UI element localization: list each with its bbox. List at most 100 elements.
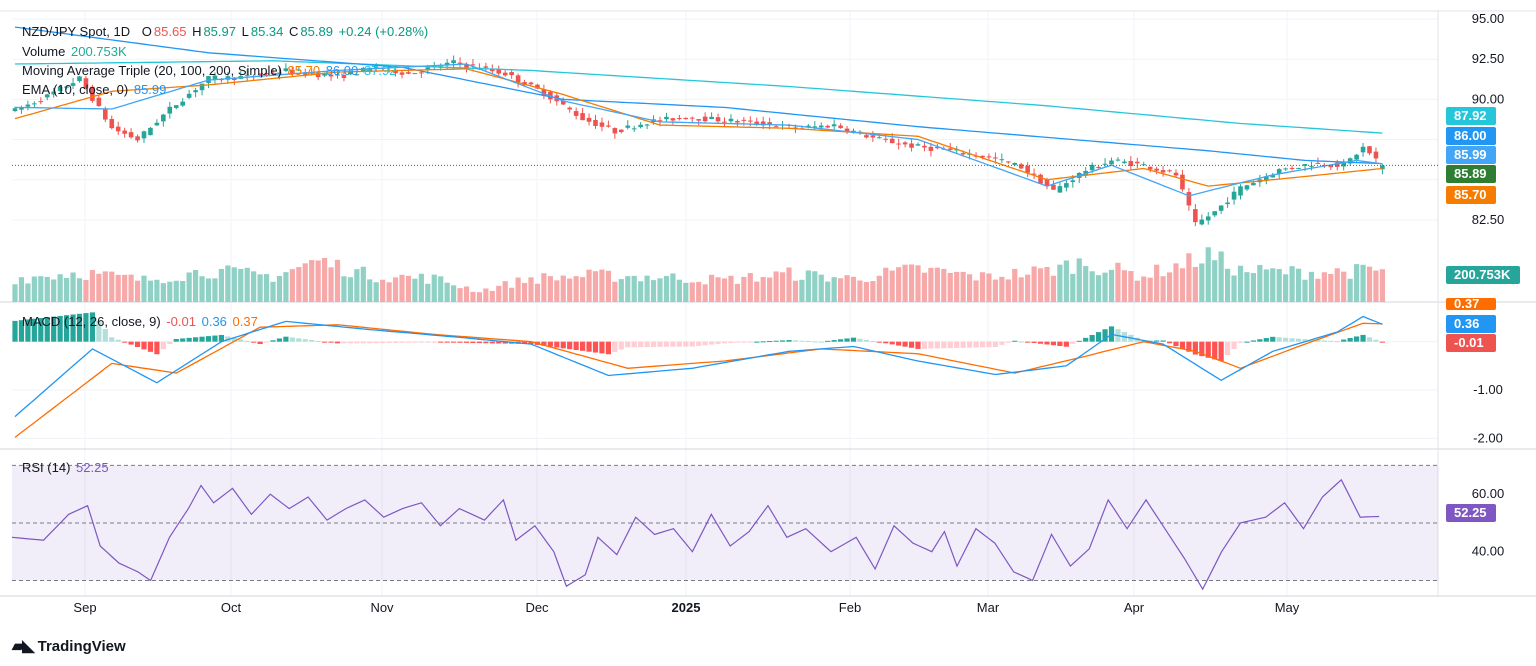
candle: [818, 122, 824, 131]
macd-hist-bar: [173, 339, 179, 342]
macd-hist-bar: [896, 341, 902, 346]
macd-hist-bar: [1199, 341, 1205, 357]
candle: [399, 70, 405, 79]
ema-badge: 85.99: [1446, 146, 1496, 164]
macd-hist-bar: [567, 341, 573, 350]
candle-body: [619, 129, 624, 133]
candle-body: [980, 155, 985, 158]
sma200-line: [14, 60, 1383, 134]
candle: [1205, 212, 1211, 225]
candle: [354, 73, 360, 76]
volume-bar: [1173, 263, 1179, 302]
candle-body: [999, 159, 1005, 161]
candle: [1115, 157, 1121, 162]
volume-bar: [992, 279, 998, 302]
volume-bar: [928, 267, 934, 302]
macd-hist-bar: [947, 341, 953, 349]
candle: [161, 113, 166, 127]
macd-hist-bar: [902, 341, 908, 347]
macd-hist-bar: [1315, 340, 1321, 342]
volume-bar: [741, 276, 747, 302]
candle-body: [373, 66, 379, 68]
macd-hist-bar: [18, 320, 25, 342]
volume-bar: [1096, 275, 1102, 302]
macd-hist-bar: [676, 341, 682, 347]
volume-bar: [1315, 278, 1321, 302]
candle: [541, 84, 547, 99]
volume-bar: [1270, 268, 1276, 302]
candle-body: [606, 125, 611, 127]
volume-bar: [586, 269, 592, 302]
volume-bar: [1186, 253, 1192, 302]
volume-bar: [1070, 273, 1076, 302]
volume-bar: [676, 279, 682, 302]
volume-bar: [193, 270, 199, 302]
volume-bar: [554, 280, 560, 302]
volume-bar: [1063, 260, 1069, 302]
candle: [141, 130, 147, 143]
macd-hist-bar: [838, 339, 844, 342]
volume-bar: [560, 275, 566, 302]
volume-bars: [12, 247, 1385, 302]
change-value: +0.24 (+0.28%): [338, 24, 429, 39]
volume-bar: [57, 274, 63, 302]
candle: [1141, 161, 1147, 166]
tradingview-logo[interactable]: ▰◣ TradingView: [12, 636, 126, 656]
macd-hist-bar: [592, 341, 599, 353]
macd-hist-bar: [541, 341, 547, 346]
candle: [702, 112, 708, 123]
volume-bar: [373, 282, 379, 302]
macd-hist-bar: [44, 317, 50, 342]
macd-hist-bar: [773, 340, 779, 342]
candle-body: [1244, 185, 1250, 190]
close-value: 85.89: [300, 24, 333, 39]
volume-bar: [1250, 273, 1256, 302]
candle-body: [696, 119, 701, 121]
volume-bar: [515, 277, 521, 302]
macd-hist-bar: [650, 341, 657, 347]
volume-bar: [25, 283, 31, 302]
macd-hist-bar: [547, 341, 553, 347]
candle: [1238, 184, 1243, 200]
macd-hist-bar: [263, 341, 270, 343]
volume-bar: [979, 272, 986, 302]
macd-hist-bar: [347, 341, 353, 344]
candle-body: [1276, 169, 1282, 174]
macd-hist-bar: [218, 334, 224, 342]
volume-bar: [805, 270, 811, 302]
candle-body: [296, 69, 302, 71]
macd-hist-bar: [631, 341, 637, 348]
candle: [999, 153, 1005, 163]
candle: [922, 142, 927, 152]
macd-hist-bar: [328, 341, 334, 343]
macd-hist-bar: [257, 341, 263, 344]
candle-body: [19, 107, 24, 110]
candle: [593, 114, 598, 129]
candle-body: [44, 94, 50, 98]
macd-hist-bar: [296, 338, 302, 342]
candle-body: [141, 131, 147, 139]
candle-body: [367, 67, 373, 72]
candle-body: [509, 72, 514, 76]
macd-hist-bar: [1186, 341, 1192, 352]
candle-body: [883, 138, 889, 140]
candle-body: [1360, 146, 1366, 153]
macd-hist-bar: [734, 341, 740, 343]
macd-hist-bar: [1276, 337, 1282, 342]
candle-body: [70, 83, 76, 86]
volume-bar: [1308, 271, 1315, 302]
candle: [625, 120, 631, 130]
volume-bar: [689, 282, 695, 302]
candle: [825, 124, 830, 129]
volume-bar: [534, 283, 541, 302]
candle-body: [812, 126, 818, 128]
candle-body: [1154, 168, 1159, 171]
volume-bar: [779, 272, 786, 302]
macd-hist-bar: [180, 338, 186, 342]
macd-hist-bar: [405, 341, 412, 343]
volume-bar: [844, 275, 850, 302]
volume-bar: [1192, 267, 1198, 302]
candle-body: [1302, 164, 1308, 166]
